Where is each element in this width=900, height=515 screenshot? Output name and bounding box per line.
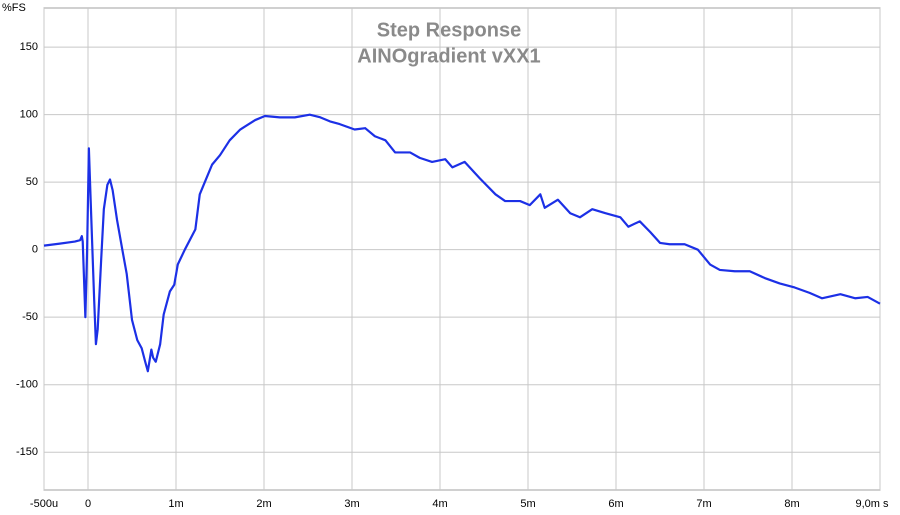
y-tick-label: 50 — [26, 176, 38, 188]
x-tick-label: 2m — [256, 498, 271, 510]
chart-title: Step Response — [377, 19, 521, 41]
plot-area — [43, 7, 881, 491]
x-tick-label: 8m — [784, 498, 799, 510]
data-line — [43, 113, 881, 373]
x-tick-label: -500u — [30, 498, 58, 510]
y-tick-label: -50 — [22, 311, 38, 323]
x-tick-label: 5m — [520, 498, 535, 510]
y-axis-label: %FS — [2, 2, 26, 14]
x-tick-label: 4m — [432, 498, 447, 510]
x-tick-label: 0 — [85, 498, 91, 510]
marks — [43, 113, 881, 373]
y-tick-label: 150 — [20, 41, 38, 53]
chart-subtitle: AINOgradient vXX1 — [357, 45, 540, 67]
x-tick-label: 6m — [608, 498, 623, 510]
x-tick-label: 3m — [344, 498, 359, 510]
y-tick-label: -150 — [16, 446, 38, 458]
grid — [43, 8, 881, 490]
y-tick-label: 0 — [32, 244, 38, 256]
y-tick-label: -100 — [16, 379, 38, 391]
x-tick-label: 1m — [168, 498, 183, 510]
x-tick-label: 9,0m s — [855, 498, 889, 510]
x-tick-label: 7m — [696, 498, 711, 510]
y-tick-label: 100 — [20, 109, 38, 121]
